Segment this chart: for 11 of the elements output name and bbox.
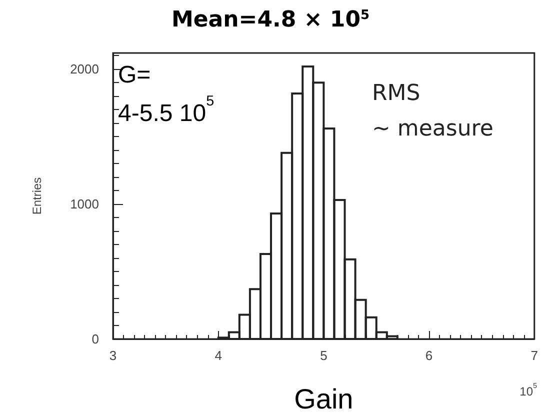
x-tick-label: 6 [425,348,433,363]
y-tick-label: 0 [92,332,99,346]
y-tick-label: 1000 [70,196,99,212]
y-tick-label: 2000 [70,62,99,77]
x-tick-label: 5 [320,348,328,363]
x-tick-label: 3 [109,348,117,363]
annotation: RMS ~ measure [372,81,494,142]
x-tick-label: 7 [530,348,538,363]
x-axis-title: Gain [294,384,354,414]
x-tick-label: 4 [214,348,222,363]
y-axis-title: Entries [30,177,44,215]
